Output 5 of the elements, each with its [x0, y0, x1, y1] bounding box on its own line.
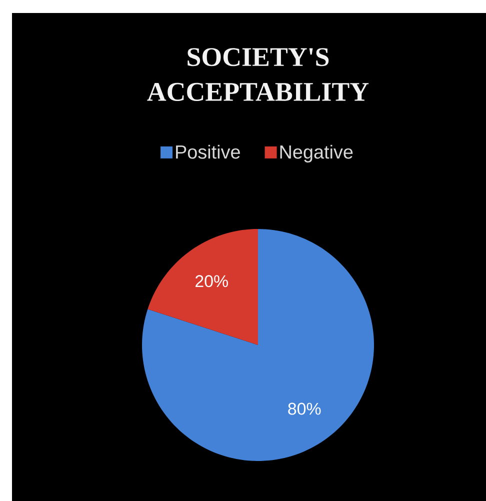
chart-title: SOCIETY'S ACCEPTABILITY	[147, 48, 369, 102]
data-label: 80%	[288, 402, 321, 415]
data-label: 20%	[196, 275, 228, 288]
legend-label: Negative	[280, 144, 353, 162]
legend-label: Positive	[176, 144, 240, 159]
